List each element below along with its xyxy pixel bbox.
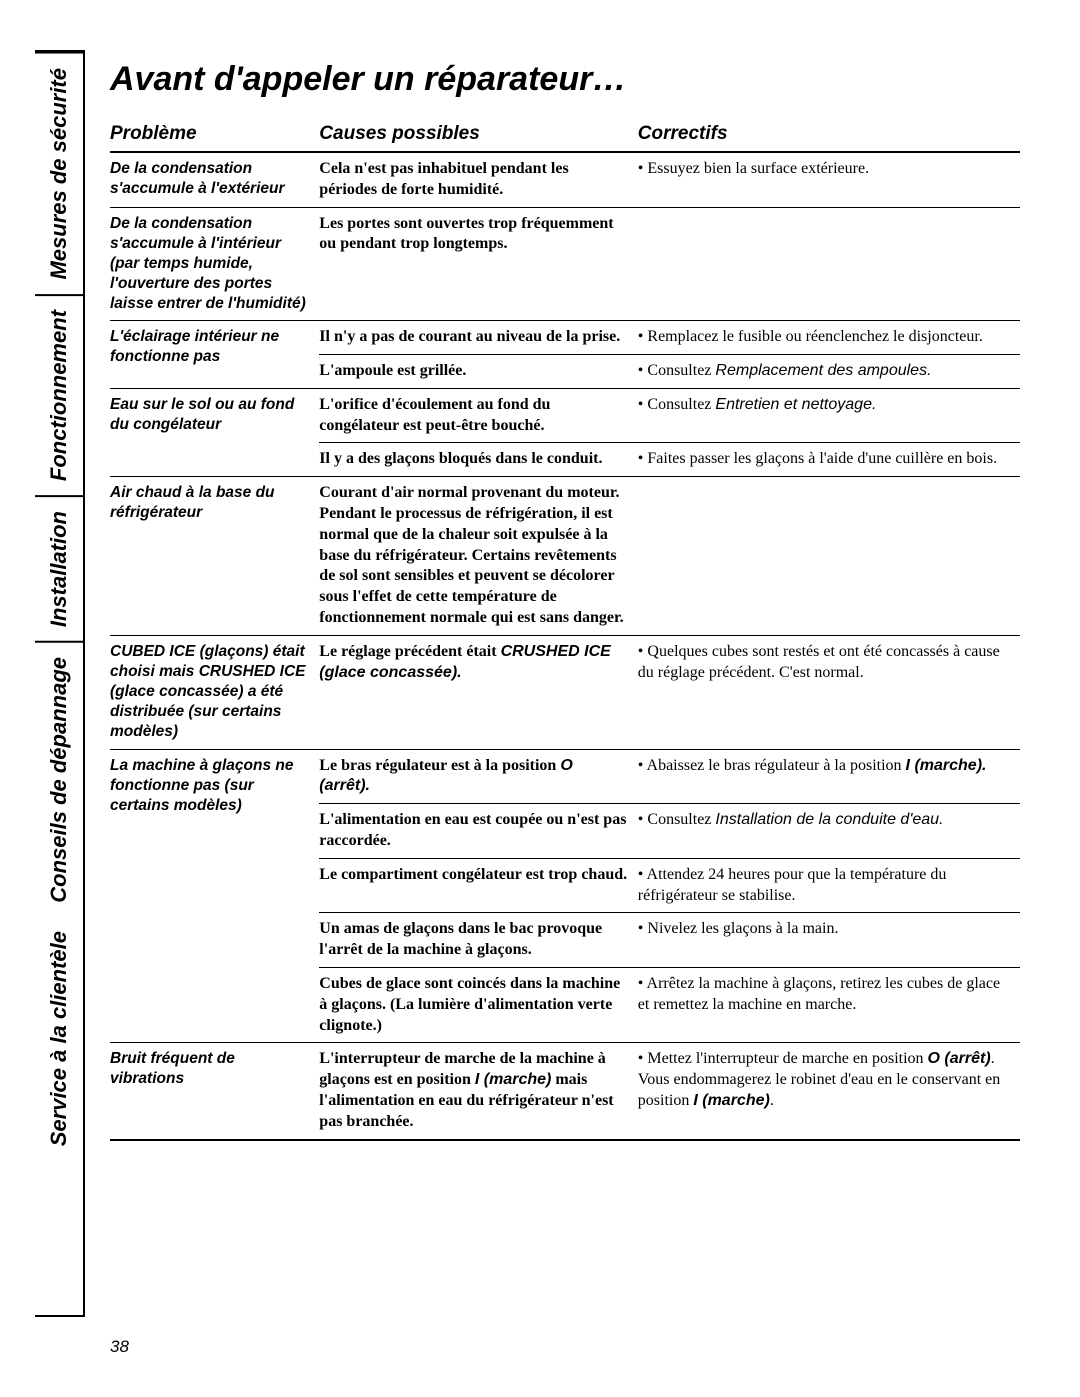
problem-cell: De la condensation s'accumule à l'intéri… xyxy=(110,207,319,321)
cause-cell: Le réglage précédent était CRUSHED ICE (… xyxy=(319,635,638,749)
tab-operation: Fonctionnement xyxy=(35,294,83,495)
side-tabs: Mesures de sécurité Fonctionnement Insta… xyxy=(35,50,85,1317)
fix-setting: I (marche) xyxy=(693,1092,769,1109)
cause-cell: Il n'y a pas de courant au niveau de la … xyxy=(319,321,638,355)
fix-cell: Essuyez bien la surface extérieure. xyxy=(638,152,1020,207)
page-title: Avant d'appeler un réparateur… xyxy=(110,60,1020,99)
fix-cell: Attendez 24 heures pour que la températu… xyxy=(638,858,1020,913)
cause-cell: L'alimentation en eau est coupée ou n'es… xyxy=(319,804,638,859)
fix-ref: Installation de la conduite d'eau. xyxy=(715,811,943,828)
fix-cell: • Consultez Remplacement des ampoules. xyxy=(638,355,1020,389)
manual-page: Mesures de sécurité Fonctionnement Insta… xyxy=(0,0,1080,1397)
fix-cell: Nivelez les glaçons à la main. xyxy=(638,913,1020,968)
problem-cell: CUBED ICE (glaçons) était choisi mais CR… xyxy=(110,635,319,749)
fix-text: Consultez xyxy=(647,362,715,379)
cause-cell: Les portes sont ouvertes trop fréquemmen… xyxy=(319,207,638,321)
troubleshooting-table: Problème Causes possibles Correctifs De … xyxy=(110,117,1020,1141)
tab-customer-service: Service à la clientèle xyxy=(35,917,83,1160)
tab-installation: Installation xyxy=(35,495,83,641)
problem-cell: Bruit fréquent de vibrations xyxy=(110,1043,319,1140)
tab-safety: Mesures de sécurité xyxy=(35,52,83,294)
cause-cell: Cela n'est pas inhabituel pendant les pé… xyxy=(319,152,638,207)
cause-cell: Courant d'air normal provenant du moteur… xyxy=(319,477,638,636)
cause-cell: Un amas de glaçons dans le bac provoque … xyxy=(319,913,638,968)
cause-cell: L'ampoule est grillée. xyxy=(319,355,638,389)
fix-cell: Remplacez le fusible ou réenclenchez le … xyxy=(638,321,1020,355)
fix-ref: Remplacement des ampoules. xyxy=(715,362,931,379)
problem-cell: Air chaud à la base du réfrigérateur xyxy=(110,477,319,636)
header-problem: Problème xyxy=(110,117,319,152)
fix-cell: • Consultez Entretien et nettoyage. xyxy=(638,388,1020,443)
fix-text: Quelques cubes sont restés et ont été co… xyxy=(638,643,1000,681)
header-fix: Correctifs xyxy=(638,117,1020,152)
fix-cell xyxy=(638,477,1020,636)
page-number: 38 xyxy=(110,1337,129,1357)
fix-cell xyxy=(638,207,1020,321)
fix-text: Arrêtez la machine à glaçons, retirez le… xyxy=(638,975,1000,1013)
fix-text: Consultez xyxy=(647,811,715,828)
problem-cell: La machine à glaçons ne fonctionne pas (… xyxy=(110,749,319,1043)
fix-cell: Faites passer les glaçons à l'aide d'une… xyxy=(638,443,1020,477)
fix-ref: Entretien et nettoyage. xyxy=(715,396,876,413)
fix-text: Nivelez les glaçons à la main. xyxy=(638,920,839,937)
fix-cell: • Abaissez le bras régulateur à la posit… xyxy=(638,749,1020,804)
cause-cell: L'orifice d'écoulement au fond du congél… xyxy=(319,388,638,443)
fix-setting: O (arrêt) xyxy=(928,1050,991,1067)
fix-text: Essuyez bien la surface extérieure. xyxy=(638,160,869,177)
cause-setting: I (marche) xyxy=(475,1071,551,1088)
fix-setting: I (marche). xyxy=(906,757,987,774)
cause-cell: L'interrupteur de marche de la machine à… xyxy=(319,1043,638,1140)
fix-cell: • Mettez l'interrupteur de marche en pos… xyxy=(638,1043,1020,1140)
fix-text: Consultez xyxy=(647,396,715,413)
cause-cell: Le compartiment congélateur est trop cha… xyxy=(319,858,638,913)
fix-text: Faites passer les glaçons à l'aide d'une… xyxy=(638,450,997,467)
cause-cell: Il y a des glaçons bloqués dans le condu… xyxy=(319,443,638,477)
fix-text: Attendez 24 heures pour que la températu… xyxy=(638,866,947,904)
cause-text: Le réglage précédent était xyxy=(319,643,500,660)
fix-text: Mettez l'interrupteur de marche en posit… xyxy=(647,1050,927,1067)
fix-text: Remplacez le fusible ou réenclenchez le … xyxy=(638,328,983,345)
problem-cell: De la condensation s'accumule à l'extéri… xyxy=(110,152,319,207)
tab-troubleshooting: Conseils de dépannage xyxy=(35,641,83,917)
fix-text: Abaissez le bras régulateur à la positio… xyxy=(647,757,906,774)
fix-cell: Quelques cubes sont restés et ont été co… xyxy=(638,635,1020,749)
header-cause: Causes possibles xyxy=(319,117,638,152)
fix-cell: • Consultez Installation de la conduite … xyxy=(638,804,1020,859)
problem-cell: L'éclairage intérieur ne fonctionne pas xyxy=(110,321,319,389)
fix-text: . xyxy=(770,1092,774,1109)
problem-cell: Eau sur le sol ou au fond du congélateur xyxy=(110,388,319,476)
fix-cell: Arrêtez la machine à glaçons, retirez le… xyxy=(638,967,1020,1042)
cause-cell: Cubes de glace sont coincés dans la mach… xyxy=(319,967,638,1042)
cause-cell: Le bras régulateur est à la position O (… xyxy=(319,749,638,804)
cause-text: Le bras régulateur est à la position xyxy=(319,757,560,774)
